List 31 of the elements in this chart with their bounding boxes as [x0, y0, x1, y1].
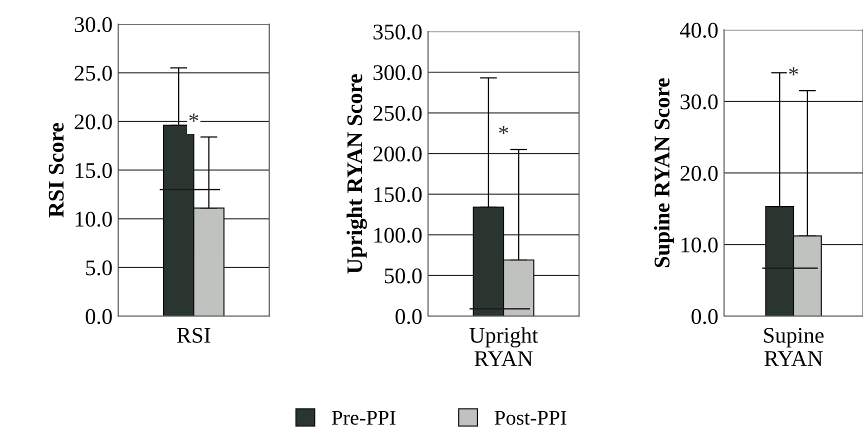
- y-tick-label: 20.0: [74, 114, 112, 130]
- x-tick-label: RSI: [177, 328, 210, 343]
- y-tick-label: 5.0: [86, 260, 112, 276]
- y-tick-label: 10.0: [76, 212, 112, 227]
- y-tick-label: 0.0: [396, 309, 422, 324]
- y-tick-label: 30.0: [680, 94, 718, 110]
- y-tick-label: 25.0: [74, 66, 112, 81]
- x-tick-label: Upright RYAN: [469, 327, 538, 366]
- y-tick-label: 0.0: [692, 309, 718, 324]
- y-axis-title: Upright RYAN Score: [346, 74, 367, 274]
- y-tick-label: 100.0: [374, 228, 422, 243]
- y-axis-title: Supine RYAN Score: [654, 78, 674, 268]
- y-tick-label: 30.0: [74, 17, 112, 32]
- y-tick-label: 300.0: [374, 65, 422, 80]
- y-tick-label: 40.0: [680, 22, 718, 38]
- annotation: *: [189, 114, 198, 122]
- y-tick-label: 150.0: [374, 187, 422, 202]
- y-tick-label: 350.0: [374, 24, 422, 40]
- y-tick-label: 0.0: [86, 309, 112, 324]
- y-tick-label: 15.0: [76, 163, 112, 178]
- y-axis-title: RSI Score: [48, 123, 64, 218]
- y-tick-label: 250.0: [373, 106, 422, 121]
- annotation: *: [499, 126, 508, 134]
- x-tick-label: Supine RYAN: [764, 328, 824, 366]
- legend-label: Pre-PPI: [332, 410, 396, 425]
- y-tick-label: 20.0: [680, 166, 718, 181]
- y-tick-label: 10.0: [682, 237, 718, 253]
- y-tick-label: 200.0: [373, 146, 422, 162]
- legend-label: Post-PPI: [494, 410, 566, 425]
- annotation: *: [789, 67, 798, 76]
- y-tick-label: 50.0: [384, 268, 422, 284]
